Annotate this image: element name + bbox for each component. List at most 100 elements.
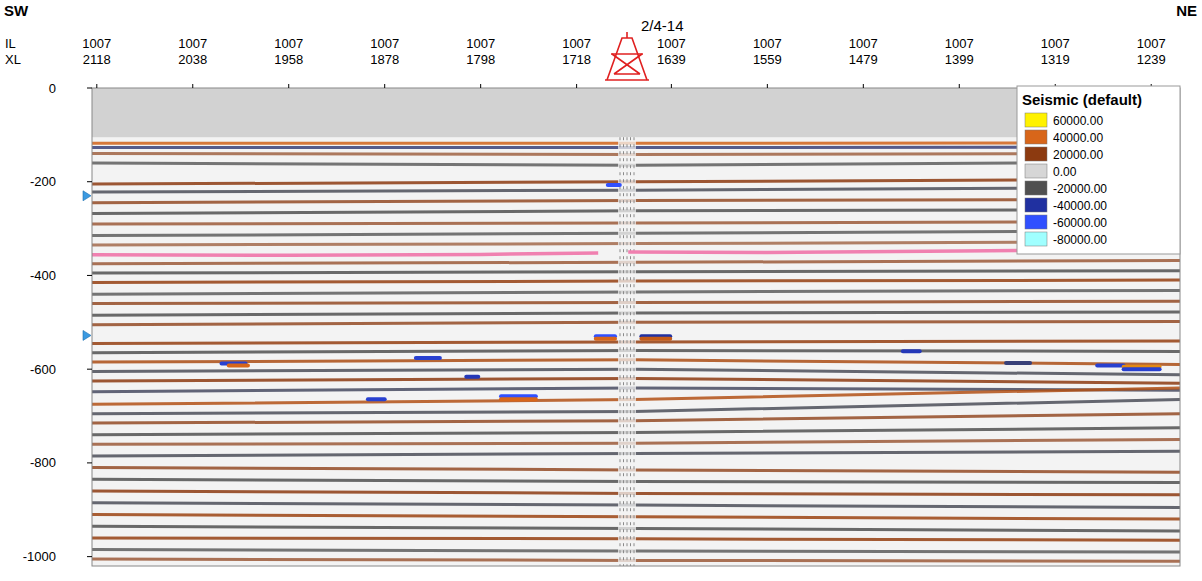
well-disturbance-line (620, 137, 621, 566)
inline-tick-label: 1007 (466, 36, 495, 51)
bright-event (1006, 361, 1030, 365)
inline-tick-label: 1007 (849, 36, 878, 51)
y-tick (87, 88, 92, 89)
colorbar-tick-label: -80000.00 (1053, 233, 1107, 247)
colorbar-swatch (1025, 164, 1047, 178)
inline-tick-label: 1007 (370, 36, 399, 51)
crossline-tick-label: 1239 (1137, 52, 1166, 67)
inline-tick-label: 1007 (562, 36, 591, 51)
crossline-tick-label: 2038 (178, 52, 207, 67)
y-tick-label: 0 (49, 81, 56, 96)
axis-marker (83, 330, 91, 340)
inline-label: IL (5, 36, 16, 51)
bright-event (466, 375, 478, 379)
y-tick-label: -600 (30, 362, 56, 377)
crossline-tick-label: 1559 (753, 52, 782, 67)
bright-event (641, 334, 670, 338)
bright-event (1124, 365, 1160, 369)
y-tick (87, 181, 92, 182)
inline-tick-label: 1007 (178, 36, 207, 51)
crossline-tick-label: 2118 (83, 52, 111, 67)
crossline-tick-label: 1399 (945, 52, 974, 67)
bright-event (1097, 363, 1123, 367)
x-tick (96, 84, 97, 88)
bright-event (501, 397, 536, 401)
inline-tick-label: 1007 (753, 36, 782, 51)
well-disturbance-line (630, 137, 631, 566)
well-label: 2/4-14 (641, 17, 684, 34)
colorbar-tick-label: -20000.00 (1053, 182, 1107, 196)
derrick-mast (626, 32, 628, 38)
y-tick-label: -200 (30, 174, 56, 189)
legend-box (1017, 86, 1180, 254)
y-tick-label: -800 (30, 455, 56, 470)
inline-tick-label: 1007 (945, 36, 974, 51)
y-tick-label: -1000 (23, 549, 56, 564)
colorbar-tick-label: 40000.00 (1053, 131, 1103, 145)
colorbar-tick-label: -40000.00 (1053, 199, 1107, 213)
colorbar-swatch (1025, 113, 1047, 127)
colorbar-legend: Seismic (default) 60000.00 40000.00 20000.0… (1017, 86, 1180, 254)
derrick-deck (611, 53, 643, 55)
y-tick (87, 462, 92, 463)
crossline-tick-label: 1958 (274, 52, 303, 67)
direction-label: NE (1176, 2, 1197, 19)
derrick-base (605, 79, 649, 81)
colorbar-swatch (1025, 198, 1047, 212)
y-tick-label: -400 (30, 268, 56, 283)
bright-event (368, 397, 385, 401)
x-tick (576, 84, 577, 88)
crossline-tick-label: 1718 (562, 52, 591, 67)
colorbar-swatch (1025, 147, 1047, 161)
crossline-label: XL (5, 52, 21, 67)
direction-label: SW (4, 2, 29, 19)
x-tick (192, 84, 193, 88)
colorbar-swatch (1025, 232, 1047, 246)
bright-event (596, 334, 615, 338)
inline-tick-label: 1007 (657, 36, 686, 51)
colorbar-swatch (1025, 130, 1047, 144)
inline-tick-label: 1007 (274, 36, 303, 51)
derrick-cross (612, 54, 642, 74)
x-tick (767, 84, 768, 88)
colorbar-swatch (1025, 181, 1047, 195)
x-tick (480, 84, 481, 88)
crossline-tick-label: 1319 (1041, 52, 1070, 67)
colorbar-tick-label: 60000.00 (1053, 114, 1103, 128)
x-tick (959, 84, 960, 88)
x-tick (384, 84, 385, 88)
crossline-tick-label: 1639 (657, 52, 686, 67)
colorbar-swatch (1025, 215, 1047, 229)
inline-tick-label: 1007 (82, 36, 111, 51)
bright-event (416, 356, 440, 360)
colorbar-title: Seismic (default) (1022, 91, 1142, 108)
axis-marker (83, 191, 91, 201)
well-disturbance-line (634, 137, 635, 566)
bright-event (596, 337, 615, 341)
x-tick (671, 84, 672, 88)
inline-tick-label: 1007 (1137, 36, 1166, 51)
y-tick (87, 275, 92, 276)
colorbar-tick-label: 0.00 (1053, 165, 1077, 179)
x-tick (288, 84, 289, 88)
well-disturbance-line (627, 137, 628, 566)
bright-event (501, 394, 536, 398)
seismic-chart: SWNEILXL10072118100720381007195810071878… (0, 0, 1202, 581)
colorbar-tick-label: -60000.00 (1053, 216, 1107, 230)
crossline-tick-label: 1798 (466, 52, 495, 67)
y-tick (87, 556, 92, 557)
y-tick (87, 369, 92, 370)
crossline-tick-label: 1479 (849, 52, 878, 67)
bright-event (608, 183, 620, 187)
bright-event (903, 349, 920, 353)
bright-event (1124, 367, 1160, 371)
bright-event (641, 337, 670, 341)
inline-tick-label: 1007 (1041, 36, 1070, 51)
well-disturbance (618, 137, 636, 566)
colorbar-tick-label: 20000.00 (1053, 148, 1103, 162)
derrick-legs (607, 38, 647, 80)
well-icon (605, 32, 649, 80)
crossline-tick-label: 1878 (370, 52, 399, 67)
x-tick (863, 84, 864, 88)
bright-event (229, 363, 248, 367)
